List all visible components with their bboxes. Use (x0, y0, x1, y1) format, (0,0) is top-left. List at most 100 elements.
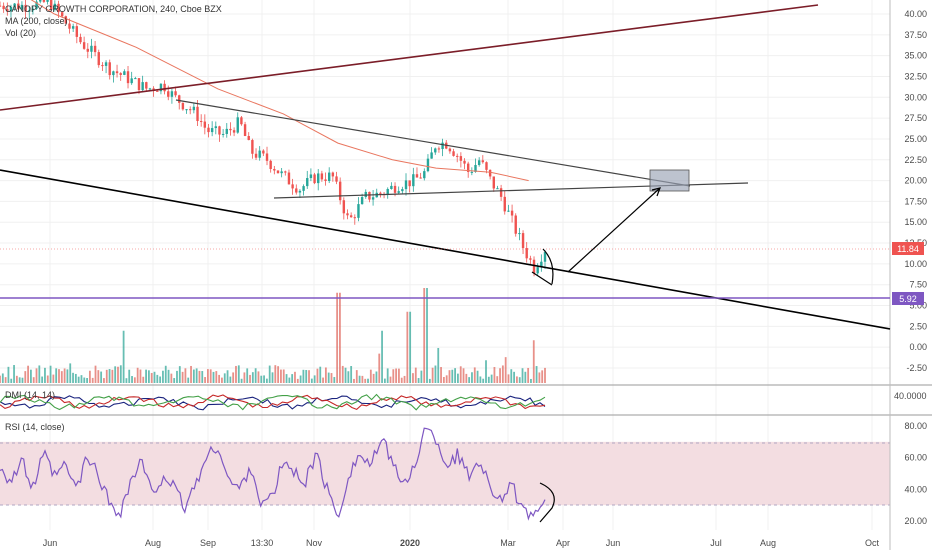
price-tick: 37.50 (904, 30, 927, 40)
volume-bar (434, 365, 437, 383)
price-tick: 0.00 (909, 342, 927, 352)
volume-bar (288, 377, 291, 383)
candle-body (2, 5, 5, 10)
volume-bar (80, 375, 83, 383)
volume-bar (35, 368, 38, 383)
price-tick: 30.00 (904, 92, 927, 102)
volume-bar (103, 378, 105, 383)
candle-body (430, 152, 433, 159)
volume-bar (55, 368, 58, 383)
candle-body (423, 171, 426, 179)
volume-bar (119, 365, 122, 383)
volume-bar (479, 376, 482, 383)
volume-bar (66, 369, 69, 383)
volume-bar (237, 365, 240, 383)
volume-bar (414, 367, 417, 383)
candle-body (536, 267, 539, 274)
volume-bar (0, 375, 1, 383)
volume-bar (74, 373, 77, 383)
candle-body (192, 106, 196, 111)
volume-bar (265, 378, 268, 383)
volume-bar (530, 378, 532, 383)
candle-body (302, 186, 305, 191)
volume-bar (1, 373, 4, 383)
candle-body (75, 26, 79, 37)
candle-body (60, 12, 64, 17)
candle-body (397, 191, 400, 193)
time-tick: Apr (556, 538, 570, 548)
volume-bar (482, 378, 485, 383)
volume-bar (386, 368, 389, 383)
candle-body (50, 0, 53, 10)
volume-bar (392, 369, 395, 383)
volume-bar (535, 366, 538, 383)
candle-body (543, 251, 547, 262)
candle-body (532, 259, 536, 274)
candle-body (459, 156, 463, 161)
volume-bar (136, 367, 139, 383)
candle-body (448, 148, 452, 152)
volume-bar (218, 374, 221, 383)
volume-bar (358, 375, 361, 383)
volume-bar (319, 366, 322, 383)
candle-body (364, 191, 367, 198)
candle-body (221, 133, 225, 135)
volume-bar (327, 372, 330, 383)
volume-bar (473, 367, 476, 383)
volume-bar (299, 375, 302, 383)
candle-body (112, 71, 115, 76)
volume-bar (263, 375, 265, 383)
candle-body (306, 178, 309, 187)
volume-bar (88, 370, 91, 383)
candle-body (254, 153, 258, 158)
candle-body (331, 172, 335, 177)
candle-body (145, 82, 148, 89)
volume-bar (496, 376, 499, 383)
time-tick: 2020 (400, 538, 420, 548)
candle-body (156, 90, 159, 92)
candle-body (503, 196, 506, 212)
volume-bar (7, 366, 10, 383)
volume-bar (541, 370, 544, 383)
candle-body (119, 73, 122, 75)
volume-bar (72, 372, 74, 383)
volume-bar (302, 369, 305, 383)
candle-body (251, 140, 254, 154)
volume-bar (504, 357, 507, 383)
volume-bar (355, 370, 358, 383)
price-tick: 25.00 (904, 134, 927, 144)
candle-body (141, 82, 144, 91)
volume-bar (431, 367, 434, 383)
candle-body (441, 142, 444, 150)
candle-body (104, 62, 108, 66)
volume-bar (44, 367, 46, 383)
dmi-line (0, 393, 546, 411)
volume-bar (108, 369, 111, 383)
candle-body (90, 45, 93, 52)
volume-bar (198, 370, 201, 383)
volume-bar (139, 369, 142, 383)
candle-body (368, 191, 371, 200)
candle-body (507, 210, 510, 212)
candle-body (415, 174, 419, 178)
volume-bar (232, 372, 235, 383)
candle-body (6, 9, 9, 12)
candle-body (134, 78, 137, 80)
candle-body (273, 168, 276, 171)
price-tick: 10.00 (904, 259, 927, 269)
candle-body (309, 174, 313, 179)
candle-body (401, 189, 404, 192)
volume-bar (21, 377, 24, 383)
volume-bar (412, 373, 414, 383)
volume-bar (409, 311, 412, 383)
volume-bar (223, 373, 226, 383)
volume-bar (420, 370, 423, 383)
volume-bar (445, 375, 448, 383)
time-tick: Jun (43, 538, 58, 548)
volume-bar (209, 369, 212, 383)
volume-bar (77, 376, 80, 383)
candle-body (474, 164, 477, 172)
ma-legend: MA (200, close) (5, 16, 68, 26)
volume-bar (10, 378, 13, 383)
